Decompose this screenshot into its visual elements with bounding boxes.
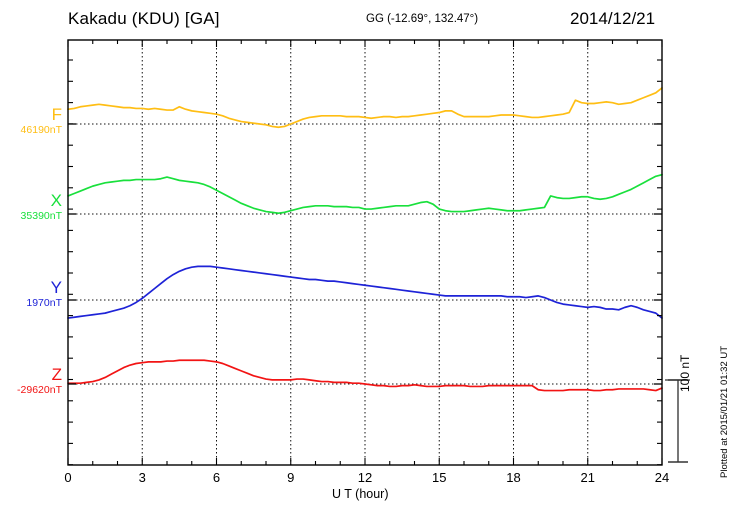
component-baseline-X: 35390nT xyxy=(20,210,62,222)
scale-bar-label: 100 nT xyxy=(678,354,692,392)
x-tick-label-21: 21 xyxy=(580,470,595,485)
component-baseline-F: 46190nT xyxy=(20,124,62,136)
component-symbol-Y: Y xyxy=(50,278,62,297)
component-baseline-Y: 1970nT xyxy=(26,297,62,309)
x-tick-label-3: 3 xyxy=(138,470,146,485)
component-label-X: X 35390nT xyxy=(21,192,62,222)
scale-bar xyxy=(665,379,690,463)
component-symbol-F: F xyxy=(51,105,62,124)
observation-date: 2014/12/21 xyxy=(570,9,656,28)
trace-layer xyxy=(67,87,663,392)
x-tick-label-0: 0 xyxy=(64,470,72,485)
x-tick-label-9: 9 xyxy=(287,470,295,485)
component-label-Y: Y 1970nT xyxy=(26,279,62,309)
component-symbol-X: X xyxy=(50,191,62,210)
page-title: Kakadu (KDU) [GA] xyxy=(68,9,220,28)
x-tick-label-12: 12 xyxy=(357,470,373,485)
plotted-timestamp: Plotted at 2015/01/21 01:32 UT xyxy=(719,345,730,478)
geographic-coordinates: GG (-12.69°, 132.47°) xyxy=(366,13,479,25)
x-axis-title: U T (hour) xyxy=(332,487,389,501)
x-tick-label-18: 18 xyxy=(506,470,521,485)
x-tick-label-24: 24 xyxy=(654,470,670,485)
axis-frame xyxy=(67,39,663,466)
component-label-Z: Z -29620nT xyxy=(17,366,62,396)
component-symbol-Z: Z xyxy=(51,365,62,384)
component-baseline-Z: -29620nT xyxy=(17,384,62,396)
x-tick-label-6: 6 xyxy=(212,470,221,485)
component-label-F: F 46190nT xyxy=(21,106,62,136)
x-tick-label-15: 15 xyxy=(432,470,447,485)
